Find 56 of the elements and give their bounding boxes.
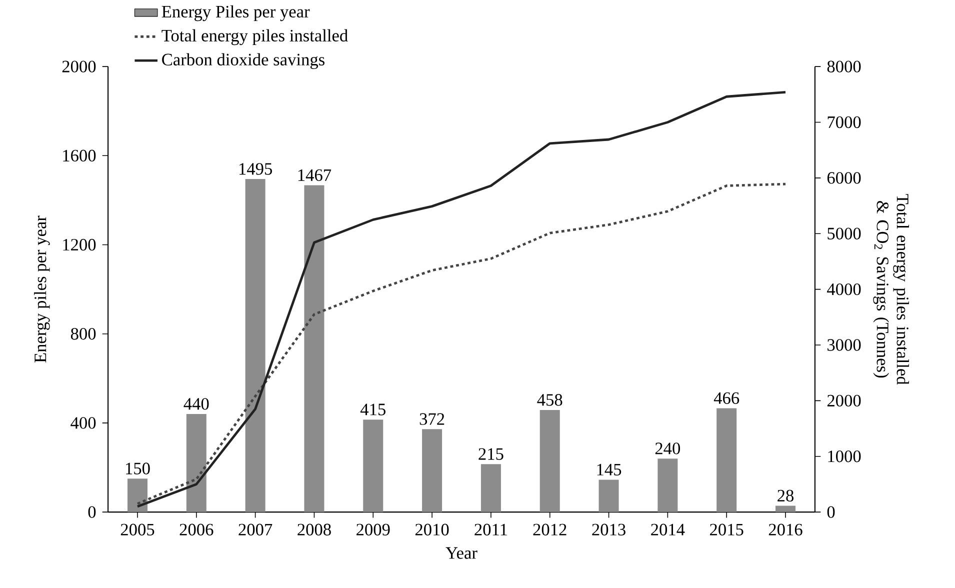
bar bbox=[186, 414, 206, 512]
bar bbox=[127, 478, 148, 512]
x-tick-label: 2012 bbox=[533, 524, 566, 536]
bar bbox=[540, 410, 560, 512]
y-tick-label: 1600 bbox=[63, 150, 96, 162]
y-tick-label: 400 bbox=[70, 417, 96, 429]
data-label: 372 bbox=[420, 413, 444, 425]
x-tick-label: 2006 bbox=[180, 524, 214, 536]
y-tick-label: 800 bbox=[70, 328, 96, 340]
data-label: 28 bbox=[778, 490, 794, 502]
y2-tick-label: 8000 bbox=[827, 60, 861, 72]
bar bbox=[245, 179, 266, 512]
bar bbox=[363, 420, 384, 512]
bar bbox=[480, 464, 501, 512]
data-label: 466 bbox=[714, 392, 740, 404]
y-tick-label: 2000 bbox=[62, 60, 96, 72]
y2-tick-label: 5000 bbox=[828, 228, 861, 240]
legend-label: Total energy piles installed bbox=[162, 29, 348, 46]
x-tick-label: 2015 bbox=[710, 524, 744, 536]
bar bbox=[716, 408, 737, 512]
bar bbox=[658, 458, 678, 512]
legend-label: Energy Piles per year bbox=[162, 5, 310, 22]
x-axis-title: Year bbox=[446, 547, 478, 559]
x-tick-label: 2016 bbox=[768, 524, 802, 536]
data-label: 415 bbox=[360, 404, 386, 416]
data-label: 150 bbox=[126, 462, 150, 474]
y-tick-label: 0 bbox=[88, 506, 96, 518]
y2-tick-label: 3000 bbox=[828, 339, 861, 351]
x-tick-label: 2005 bbox=[120, 524, 154, 536]
x-tick-label: 2013 bbox=[592, 524, 626, 536]
y2-tick-label: 2000 bbox=[827, 394, 861, 406]
bar bbox=[775, 506, 796, 512]
x-tick-label: 2011 bbox=[474, 524, 507, 536]
y2-tick-label: 1000 bbox=[828, 450, 861, 462]
y2-tick-label: 4000 bbox=[827, 283, 861, 296]
data-label: 145 bbox=[597, 464, 622, 476]
y2-tick-label: 7000 bbox=[828, 116, 861, 128]
legend-label: Carbon dioxide savings bbox=[162, 53, 324, 70]
data-label: 1467 bbox=[298, 169, 332, 181]
bar bbox=[422, 429, 442, 512]
y2-tick-label: 6000 bbox=[827, 172, 861, 184]
y-tick-label: 1200 bbox=[63, 238, 96, 251]
x-tick-label: 2014 bbox=[651, 524, 685, 536]
data-label: 240 bbox=[655, 442, 680, 454]
data-label: 440 bbox=[184, 398, 209, 410]
bar bbox=[598, 480, 619, 512]
bar bbox=[304, 185, 324, 512]
x-tick-label: 2010 bbox=[415, 524, 449, 536]
x-tick-label: 2009 bbox=[356, 524, 390, 536]
x-tick-label: 2008 bbox=[298, 524, 331, 536]
y-axis-title: Energy piles per year bbox=[34, 216, 50, 362]
data-label: 1495 bbox=[240, 163, 272, 175]
y2-tick-label: 0 bbox=[827, 506, 835, 518]
data-label: 215 bbox=[478, 448, 504, 460]
data-label: 458 bbox=[537, 394, 562, 406]
x-tick-label: 2007 bbox=[238, 524, 272, 536]
